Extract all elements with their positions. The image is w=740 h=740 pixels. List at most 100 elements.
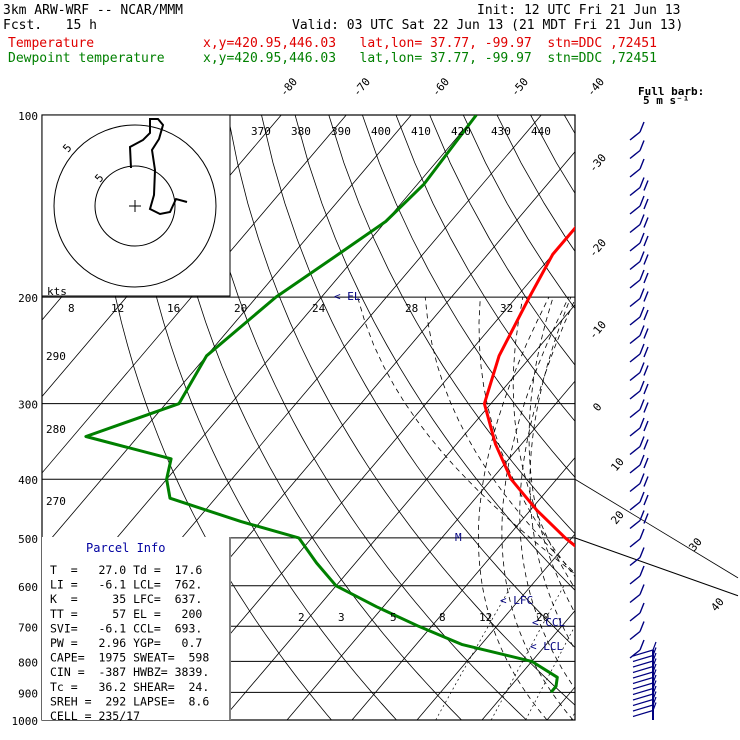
barb-legend-line2: 5 m s⁻¹ <box>643 94 689 107</box>
isotherm-line <box>481 609 575 720</box>
pressure-tick-label: 700 <box>18 621 38 634</box>
mixing-ratio-label: 3 <box>338 611 345 624</box>
pressure-tick-label: 100 <box>18 110 38 123</box>
mixing-ratio-line <box>525 625 575 720</box>
wind-barb <box>629 565 645 585</box>
moist-adiabat-line <box>357 296 575 575</box>
mixing-ratio-label: 20 <box>536 611 549 624</box>
parcel-row: K = 35 LFC= 637. <box>50 592 202 606</box>
wind-barb <box>629 195 649 215</box>
dry-adiabat-line <box>733 115 740 720</box>
pressure-tick-label: 800 <box>18 656 38 669</box>
wind-barb <box>629 528 645 548</box>
theta-label: 380 <box>291 125 311 138</box>
parcel-row: Tc = 36.2 SHEAR= 24. <box>50 680 209 694</box>
dry-adiabat-line <box>126 115 397 720</box>
pressure-tick-label: 300 <box>18 399 38 412</box>
wind-barb <box>629 325 649 345</box>
dewpoint-profile-line <box>84 115 559 694</box>
dry-adiabat-line <box>261 115 575 648</box>
isotherm-label: 0 <box>590 400 604 413</box>
theta-label: 420 <box>451 125 471 138</box>
parcel-row: CAPE= 1975 SWEAT= 598 <box>50 651 209 665</box>
wind-barb <box>629 547 645 567</box>
dry-adiabat-line <box>160 115 462 720</box>
wind-barb <box>629 177 649 197</box>
temperature-profile-line <box>482 225 575 548</box>
dry-adiabat-line <box>294 115 575 591</box>
pressure-tick-label: 900 <box>18 687 38 700</box>
moist-adiabat-line <box>519 298 575 690</box>
init-time: Init: 12 UTC Fri 21 Jun 13 <box>477 3 681 18</box>
wind-barb <box>629 140 645 160</box>
isotherm-label: -40 <box>584 75 607 99</box>
dewpoint-legend: Dewpoint temperature <box>8 51 165 66</box>
dry-adiabat-line <box>699 115 740 720</box>
wind-barb <box>629 214 649 234</box>
theta-label: 390 <box>331 125 351 138</box>
wind-barb <box>629 380 649 400</box>
wind-barb <box>629 621 645 641</box>
parcel-box <box>42 537 231 720</box>
skew-extension-line <box>574 478 739 579</box>
theta-label: 400 <box>371 125 391 138</box>
theta-label: 440 <box>531 125 551 138</box>
parcel-row: SREH = 292 LAPSE= 8.6 <box>50 694 209 708</box>
parcel-row: LI = -6.1 LCL= 762. <box>50 578 202 592</box>
wind-barb <box>629 362 649 382</box>
moist-adiabat-line <box>477 296 550 720</box>
mixing-ratio-label: 12 <box>479 611 492 624</box>
mixing-ratio-label: 8 <box>68 302 75 315</box>
isotherm-label: -20 <box>586 236 609 260</box>
wind-barb <box>629 510 649 530</box>
isotherm-line <box>42 115 347 474</box>
lfc-label: < LFC <box>500 594 533 607</box>
isotherm-line <box>221 304 575 720</box>
dry-adiabat-line <box>193 115 527 720</box>
dry-adiabat-line <box>665 115 740 720</box>
parcel-row: T = 27.0 Td = 17.6 <box>50 563 202 577</box>
forecast-hour: Fcst. 15 h <box>3 18 97 33</box>
mixing-ratio-label: 2 <box>298 611 305 624</box>
mixing-ratio-label: 20 <box>234 302 247 315</box>
plot-frame <box>41 114 576 721</box>
pressure-tick-label: 400 <box>18 474 38 487</box>
parcel-row: SVI= -6.1 CCL= 693. <box>50 621 202 635</box>
isotherm-line <box>677 115 740 720</box>
mixing-ratio-label: 16 <box>167 302 180 315</box>
mixing-ratio-label: 24 <box>312 302 326 315</box>
isotherm-line <box>612 115 740 720</box>
wind-barb <box>629 399 649 419</box>
mixing-ratio-line <box>435 585 512 720</box>
theta-label: 280 <box>46 423 66 436</box>
theta-label: 430 <box>491 125 511 138</box>
dry-adiabat-line <box>530 115 575 195</box>
parcel-title: Parcel Info <box>86 541 165 555</box>
pressure-tick-label: 500 <box>18 533 38 546</box>
wind-barb <box>629 491 649 511</box>
parcel-row: CELL = 235/17 <box>50 709 140 723</box>
isotherm-label: 20 <box>608 508 626 527</box>
mixing-ratio-label: 32 <box>500 302 513 315</box>
parcel-row: TT = 57 EL = 200 <box>50 607 202 621</box>
theta-label: 270 <box>46 495 66 508</box>
mixing-ratio-line <box>615 586 681 720</box>
isotherm-label: -60 <box>429 75 452 99</box>
isotherm-label: -10 <box>586 318 609 342</box>
dry-adiabat-line <box>496 115 575 252</box>
mixing-ratio-line <box>490 585 565 720</box>
isotherm-label: -70 <box>350 75 373 99</box>
level-marker: M <box>455 531 462 544</box>
wind-barb <box>629 158 645 178</box>
wind-barb <box>629 602 645 622</box>
wind-barb <box>629 269 649 289</box>
pressure-tick-label: 200 <box>18 292 38 305</box>
dry-adiabat-line <box>328 115 575 535</box>
isotherm-line <box>351 457 575 720</box>
theta-label: 370 <box>251 125 271 138</box>
dry-adiabat-line <box>362 115 575 478</box>
wind-barb <box>629 417 649 437</box>
valid-time: Valid: 03 UTC Sat 22 Jun 13 (21 MDT Fri … <box>292 18 684 33</box>
ccl-label: < CCL <box>532 616 565 629</box>
